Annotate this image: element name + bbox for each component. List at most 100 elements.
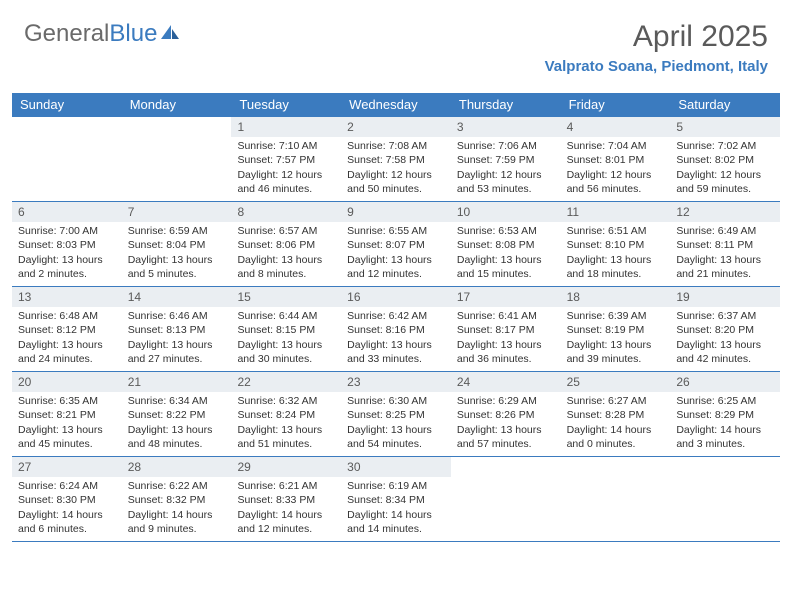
- day-cell: 30Sunrise: 6:19 AMSunset: 8:34 PMDayligh…: [341, 457, 451, 541]
- day-number: 9: [341, 202, 451, 222]
- day-cell: [451, 457, 561, 541]
- day-content: Sunrise: 7:08 AMSunset: 7:58 PMDaylight:…: [341, 137, 451, 200]
- day-number: 18: [561, 287, 671, 307]
- day-header-thu: Thursday: [451, 93, 561, 116]
- day-content: Sunrise: 6:53 AMSunset: 8:08 PMDaylight:…: [451, 222, 561, 285]
- daylight-line: Daylight: 13 hours and 18 minutes.: [567, 253, 665, 281]
- day-content: Sunrise: 6:41 AMSunset: 8:17 PMDaylight:…: [451, 307, 561, 370]
- day-number: 6: [12, 202, 122, 222]
- day-content: Sunrise: 6:35 AMSunset: 8:21 PMDaylight:…: [12, 392, 122, 455]
- day-cell: 20Sunrise: 6:35 AMSunset: 8:21 PMDayligh…: [12, 372, 122, 456]
- daylight-line: Daylight: 13 hours and 57 minutes.: [457, 423, 555, 451]
- day-content: Sunrise: 7:00 AMSunset: 8:03 PMDaylight:…: [12, 222, 122, 285]
- sunset-line: Sunset: 8:03 PM: [18, 238, 116, 252]
- day-content: Sunrise: 6:22 AMSunset: 8:32 PMDaylight:…: [122, 477, 232, 540]
- sunset-line: Sunset: 8:28 PM: [567, 408, 665, 422]
- day-cell: 27Sunrise: 6:24 AMSunset: 8:30 PMDayligh…: [12, 457, 122, 541]
- day-cell: 2Sunrise: 7:08 AMSunset: 7:58 PMDaylight…: [341, 117, 451, 201]
- day-cell: 29Sunrise: 6:21 AMSunset: 8:33 PMDayligh…: [231, 457, 341, 541]
- day-cell: [561, 457, 671, 541]
- day-content: Sunrise: 6:24 AMSunset: 8:30 PMDaylight:…: [12, 477, 122, 540]
- day-cell: 14Sunrise: 6:46 AMSunset: 8:13 PMDayligh…: [122, 287, 232, 371]
- day-number: 28: [122, 457, 232, 477]
- day-cell: [670, 457, 780, 541]
- page-header: GeneralBlue April 2025 Valprato Soana, P…: [0, 0, 792, 85]
- week-row: 6Sunrise: 7:00 AMSunset: 8:03 PMDaylight…: [12, 201, 780, 286]
- week-row: 27Sunrise: 6:24 AMSunset: 8:30 PMDayligh…: [12, 456, 780, 542]
- sunset-line: Sunset: 8:17 PM: [457, 323, 555, 337]
- day-cell: 8Sunrise: 6:57 AMSunset: 8:06 PMDaylight…: [231, 202, 341, 286]
- sunset-line: Sunset: 8:04 PM: [128, 238, 226, 252]
- daylight-line: Daylight: 13 hours and 24 minutes.: [18, 338, 116, 366]
- daylight-line: Daylight: 13 hours and 54 minutes.: [347, 423, 445, 451]
- day-cell: 12Sunrise: 6:49 AMSunset: 8:11 PMDayligh…: [670, 202, 780, 286]
- week-row: 13Sunrise: 6:48 AMSunset: 8:12 PMDayligh…: [12, 286, 780, 371]
- day-number: 5: [670, 117, 780, 137]
- day-content: Sunrise: 6:51 AMSunset: 8:10 PMDaylight:…: [561, 222, 671, 285]
- day-header-wed: Wednesday: [341, 93, 451, 116]
- day-number: 4: [561, 117, 671, 137]
- day-number: 25: [561, 372, 671, 392]
- sunset-line: Sunset: 8:10 PM: [567, 238, 665, 252]
- daylight-line: Daylight: 13 hours and 8 minutes.: [237, 253, 335, 281]
- sunrise-line: Sunrise: 7:10 AM: [237, 139, 335, 153]
- sunset-line: Sunset: 8:20 PM: [676, 323, 774, 337]
- title-block: April 2025 Valprato Soana, Piedmont, Ita…: [545, 20, 768, 75]
- sunset-line: Sunset: 8:07 PM: [347, 238, 445, 252]
- sunset-line: Sunset: 8:06 PM: [237, 238, 335, 252]
- daylight-line: Daylight: 14 hours and 0 minutes.: [567, 423, 665, 451]
- sunrise-line: Sunrise: 6:37 AM: [676, 309, 774, 323]
- day-cell: 9Sunrise: 6:55 AMSunset: 8:07 PMDaylight…: [341, 202, 451, 286]
- logo: GeneralBlue: [24, 20, 181, 48]
- day-number: 2: [341, 117, 451, 137]
- sunrise-line: Sunrise: 7:00 AM: [18, 224, 116, 238]
- daylight-line: Daylight: 13 hours and 15 minutes.: [457, 253, 555, 281]
- day-content: Sunrise: 7:04 AMSunset: 8:01 PMDaylight:…: [561, 137, 671, 200]
- sunset-line: Sunset: 8:29 PM: [676, 408, 774, 422]
- sunrise-line: Sunrise: 7:08 AM: [347, 139, 445, 153]
- sunrise-line: Sunrise: 6:32 AM: [237, 394, 335, 408]
- day-cell: 13Sunrise: 6:48 AMSunset: 8:12 PMDayligh…: [12, 287, 122, 371]
- day-headers-row: Sunday Monday Tuesday Wednesday Thursday…: [12, 93, 780, 116]
- sunrise-line: Sunrise: 6:59 AM: [128, 224, 226, 238]
- day-number: 15: [231, 287, 341, 307]
- day-number: 24: [451, 372, 561, 392]
- day-cell: [12, 117, 122, 201]
- day-content: Sunrise: 6:57 AMSunset: 8:06 PMDaylight:…: [231, 222, 341, 285]
- day-cell: 5Sunrise: 7:02 AMSunset: 8:02 PMDaylight…: [670, 117, 780, 201]
- daylight-line: Daylight: 13 hours and 51 minutes.: [237, 423, 335, 451]
- day-header-fri: Friday: [561, 93, 671, 116]
- day-header-sat: Saturday: [670, 93, 780, 116]
- day-header-sun: Sunday: [12, 93, 122, 116]
- logo-text-gray: General: [24, 20, 109, 48]
- sunset-line: Sunset: 8:25 PM: [347, 408, 445, 422]
- sunrise-line: Sunrise: 6:51 AM: [567, 224, 665, 238]
- day-number: 26: [670, 372, 780, 392]
- day-content: Sunrise: 6:48 AMSunset: 8:12 PMDaylight:…: [12, 307, 122, 370]
- day-cell: 11Sunrise: 6:51 AMSunset: 8:10 PMDayligh…: [561, 202, 671, 286]
- day-cell: 24Sunrise: 6:29 AMSunset: 8:26 PMDayligh…: [451, 372, 561, 456]
- sunrise-line: Sunrise: 6:41 AM: [457, 309, 555, 323]
- sunrise-line: Sunrise: 6:42 AM: [347, 309, 445, 323]
- sunrise-line: Sunrise: 6:21 AM: [237, 479, 335, 493]
- sunset-line: Sunset: 7:58 PM: [347, 153, 445, 167]
- daylight-line: Daylight: 13 hours and 21 minutes.: [676, 253, 774, 281]
- day-cell: 26Sunrise: 6:25 AMSunset: 8:29 PMDayligh…: [670, 372, 780, 456]
- sunset-line: Sunset: 8:11 PM: [676, 238, 774, 252]
- day-content: Sunrise: 6:32 AMSunset: 8:24 PMDaylight:…: [231, 392, 341, 455]
- day-number: 21: [122, 372, 232, 392]
- sail-icon: [159, 20, 181, 48]
- daylight-line: Daylight: 13 hours and 5 minutes.: [128, 253, 226, 281]
- day-content: Sunrise: 6:29 AMSunset: 8:26 PMDaylight:…: [451, 392, 561, 455]
- day-content: Sunrise: 6:37 AMSunset: 8:20 PMDaylight:…: [670, 307, 780, 370]
- sunrise-line: Sunrise: 6:44 AM: [237, 309, 335, 323]
- daylight-line: Daylight: 13 hours and 27 minutes.: [128, 338, 226, 366]
- daylight-line: Daylight: 12 hours and 56 minutes.: [567, 168, 665, 196]
- day-number: 11: [561, 202, 671, 222]
- daylight-line: Daylight: 12 hours and 46 minutes.: [237, 168, 335, 196]
- sunrise-line: Sunrise: 6:49 AM: [676, 224, 774, 238]
- sunrise-line: Sunrise: 6:25 AM: [676, 394, 774, 408]
- day-cell: 10Sunrise: 6:53 AMSunset: 8:08 PMDayligh…: [451, 202, 561, 286]
- day-cell: 16Sunrise: 6:42 AMSunset: 8:16 PMDayligh…: [341, 287, 451, 371]
- daylight-line: Daylight: 14 hours and 9 minutes.: [128, 508, 226, 536]
